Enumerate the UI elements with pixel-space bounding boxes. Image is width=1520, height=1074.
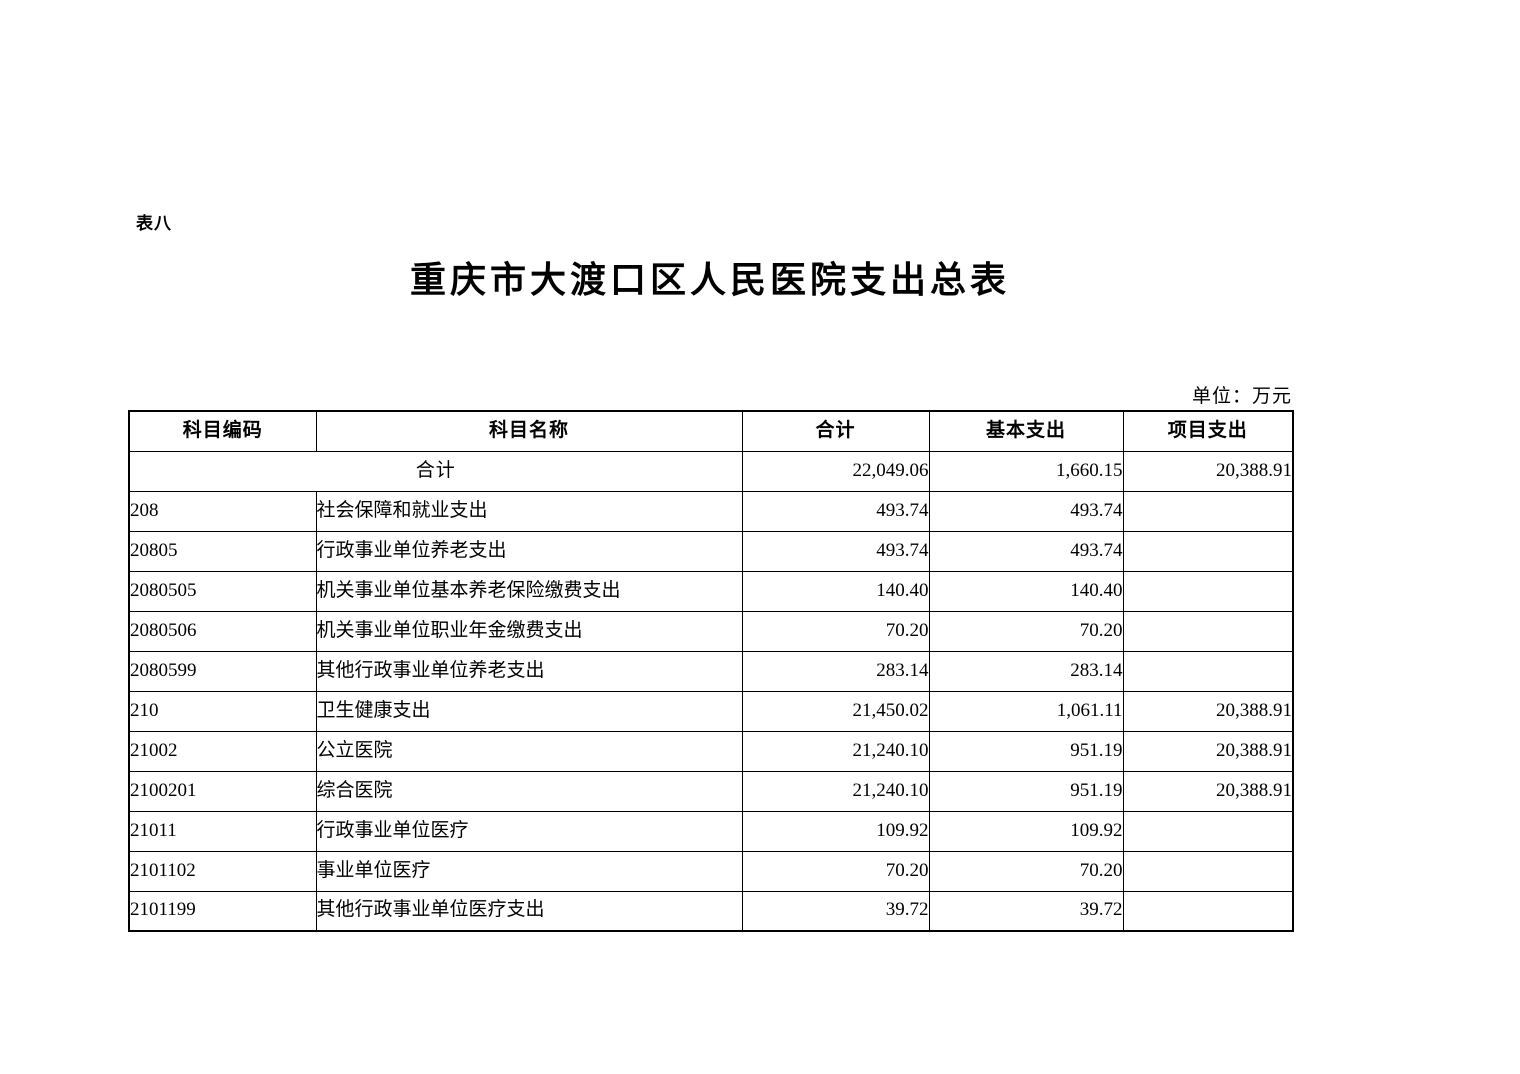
cell-subject-name: 行政事业单位医疗 xyxy=(315,810,743,852)
cell-project-expense xyxy=(1122,850,1294,892)
table-body: 合计 22,049.06 1,660.15 20,388.91 208 社会保障和就业支出… xyxy=(128,450,1294,932)
cell-basic-expense: 140.40 xyxy=(928,570,1124,612)
cell-total: 140.40 xyxy=(741,570,930,612)
table-row: 208 社会保障和就业支出 493.74 493.74 xyxy=(128,490,1294,532)
header-basic-expense: 基本支出 xyxy=(928,410,1124,452)
cell-total: 21,240.10 xyxy=(741,730,930,772)
header-subject-code: 科目编码 xyxy=(128,410,317,452)
header-project-expense: 项目支出 xyxy=(1122,410,1294,452)
cell-project-expense xyxy=(1122,610,1294,652)
cell-total: 493.74 xyxy=(741,490,930,532)
table-row: 2080506 机关事业单位职业年金缴费支出 70.20 70.20 xyxy=(128,610,1294,652)
cell-subject-code: 208 xyxy=(128,490,317,532)
cell-subject-code: 2101199 xyxy=(128,890,317,932)
cell-basic-expense: 109.92 xyxy=(928,810,1124,852)
table-row: 210 卫生健康支出 21,450.02 1,061.11 20,388.91 xyxy=(128,690,1294,732)
header-row: 科目编码 科目名称 合计 基本支出 项目支出 xyxy=(128,410,1294,452)
table-row: 21002 公立医院 21,240.10 951.19 20,388.91 xyxy=(128,730,1294,772)
cell-project-expense xyxy=(1122,890,1294,932)
table-row: 2101199 其他行政事业单位医疗支出 39.72 39.72 xyxy=(128,890,1294,932)
cell-subject-code: 21002 xyxy=(128,730,317,772)
cell-basic-expense: 283.14 xyxy=(928,650,1124,692)
cell-basic-expense: 39.72 xyxy=(928,890,1124,932)
cell-basic-expense: 951.19 xyxy=(928,770,1124,812)
cell-total: 21,450.02 xyxy=(741,690,930,732)
cell-subject-name: 事业单位医疗 xyxy=(315,850,743,892)
cell-subject-code: 2080506 xyxy=(128,610,317,652)
cell-subject-code: 2100201 xyxy=(128,770,317,812)
cell-total: 21,240.10 xyxy=(741,770,930,812)
cell-total: 70.20 xyxy=(741,850,930,892)
cell-subject-name: 机关事业单位基本养老保险缴费支出 xyxy=(315,570,743,612)
page-title: 重庆市大渡口区人民医院支出总表 xyxy=(409,259,1010,300)
cell-total: 109.92 xyxy=(741,810,930,852)
cell-subject-name: 其他行政事业单位医疗支出 xyxy=(315,890,743,932)
cell-subject-code: 2080505 xyxy=(128,570,317,612)
cell-subject-code: 21011 xyxy=(128,810,317,852)
table-number-label: 表八 xyxy=(136,214,172,233)
cell-project-expense xyxy=(1122,650,1294,692)
cell-project-expense: 20,388.91 xyxy=(1122,770,1294,812)
cell-project-expense xyxy=(1122,530,1294,572)
cell-subject-name: 公立医院 xyxy=(315,730,743,772)
cell-basic-expense: 493.74 xyxy=(928,530,1124,572)
table-row: 2100201 综合医院 21,240.10 951.19 20,388.91 xyxy=(128,770,1294,812)
cell-basic-expense: 951.19 xyxy=(928,730,1124,772)
cell-project-expense xyxy=(1122,570,1294,612)
table-row: 合计 22,049.06 1,660.15 20,388.91 xyxy=(128,450,1294,492)
cell-basic-expense: 1,061.11 xyxy=(928,690,1124,732)
cell-project-expense xyxy=(1122,810,1294,852)
unit-label: 单位：万元 xyxy=(1191,386,1292,407)
cell-basic-expense: 1,660.15 xyxy=(928,450,1124,492)
cell-project-expense: 20,388.91 xyxy=(1122,690,1294,732)
cell-subject-code: 20805 xyxy=(128,530,317,572)
table-row: 21011 行政事业单位医疗 109.92 109.92 xyxy=(128,810,1294,852)
table-row: 2080599 其他行政事业单位养老支出 283.14 283.14 xyxy=(128,650,1294,692)
cell-subject-name: 行政事业单位养老支出 xyxy=(315,530,743,572)
table-header: 科目编码 科目名称 合计 基本支出 项目支出 xyxy=(128,410,1294,452)
expenditure-table: 科目编码 科目名称 合计 基本支出 项目支出 合计 22,049.06 1,660.… xyxy=(128,410,1294,932)
cell-subject-code: 2080599 xyxy=(128,650,317,692)
header-subject-name: 科目名称 xyxy=(315,410,743,452)
cell-subject-code: 210 xyxy=(128,690,317,732)
cell-subject-name: 综合医院 xyxy=(315,770,743,812)
cell-subject-name: 其他行政事业单位养老支出 xyxy=(315,650,743,692)
cell-basic-expense: 70.20 xyxy=(928,610,1124,652)
table-row: 2080505 机关事业单位基本养老保险缴费支出 140.40 140.40 xyxy=(128,570,1294,612)
table-row: 20805 行政事业单位养老支出 493.74 493.74 xyxy=(128,530,1294,572)
cell-project-expense: 20,388.91 xyxy=(1122,730,1294,772)
cell-total: 283.14 xyxy=(741,650,930,692)
table-row: 2101102 事业单位医疗 70.20 70.20 xyxy=(128,850,1294,892)
cell-total: 39.72 xyxy=(741,890,930,932)
cell-total: 493.74 xyxy=(741,530,930,572)
cell-basic-expense: 493.74 xyxy=(928,490,1124,532)
cell-basic-expense: 70.20 xyxy=(928,850,1124,892)
cell-subject-name: 卫生健康支出 xyxy=(315,690,743,732)
cell-total: 70.20 xyxy=(741,610,930,652)
cell-subject-name: 合计 xyxy=(128,450,743,492)
header-total: 合计 xyxy=(741,410,930,452)
cell-project-expense: 20,388.91 xyxy=(1122,450,1294,492)
cell-subject-code: 2101102 xyxy=(128,850,317,892)
cell-project-expense xyxy=(1122,490,1294,532)
cell-subject-name: 机关事业单位职业年金缴费支出 xyxy=(315,610,743,652)
cell-total: 22,049.06 xyxy=(741,450,930,492)
cell-subject-name: 社会保障和就业支出 xyxy=(315,490,743,532)
